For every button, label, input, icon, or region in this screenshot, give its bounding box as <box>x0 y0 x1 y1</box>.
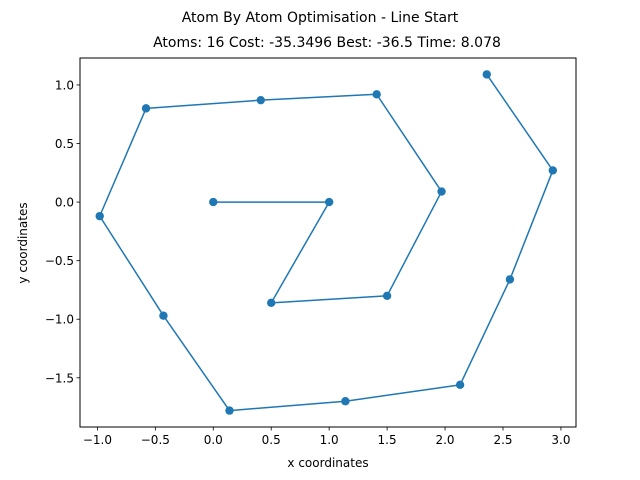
x-tick-label: 1.0 <box>320 433 339 447</box>
x-tick-label: −0.5 <box>141 433 170 447</box>
data-point <box>455 380 465 390</box>
data-point <box>437 187 446 196</box>
x-axis-ticks: −1.0 −0.5 0.0 0.5 1.0 1.5 2.0 2.5 3.0 <box>83 427 570 447</box>
data-point <box>159 311 168 320</box>
x-tick-label: −1.0 <box>83 433 112 447</box>
x-tick-label: 0.5 <box>262 433 281 447</box>
x-tick-label: 1.5 <box>378 433 397 447</box>
y-tick-label: 1.0 <box>55 78 74 92</box>
data-point <box>324 197 334 207</box>
y-tick-label: −1.0 <box>45 313 74 327</box>
data-point <box>225 406 234 415</box>
data-point <box>256 95 265 105</box>
data-point <box>548 166 558 175</box>
x-tick-label: 2.0 <box>435 433 454 447</box>
y-axis-ticks: −1.5 −1.0 −0.5 0.0 0.5 1.0 <box>45 78 80 385</box>
data-point <box>95 211 104 221</box>
y-tick-label: −0.5 <box>45 254 74 268</box>
y-tick-label: 0.5 <box>55 137 74 151</box>
data-point <box>267 298 276 308</box>
data-point <box>372 90 381 99</box>
chart-subtitle: Atoms: 16 Cost: -35.3496 Best: -36.5 Tim… <box>153 35 501 51</box>
axes-frame <box>79 57 577 428</box>
y-axis-label: y coordinates <box>16 202 30 283</box>
chart-title: Atom By Atom Optimisation - Line Start <box>182 10 459 26</box>
y-tick-label: 0.0 <box>55 196 74 210</box>
x-tick-label: 0.0 <box>204 433 223 447</box>
data-point <box>209 197 218 207</box>
x-axis-label: x coordinates <box>287 456 368 470</box>
data-point <box>382 291 392 300</box>
data-point <box>505 275 515 284</box>
plot-area <box>95 70 558 415</box>
y-tick-label: −1.5 <box>45 371 74 385</box>
series-line <box>98 73 554 412</box>
data-point <box>482 70 491 79</box>
data-point <box>341 397 350 406</box>
x-tick-label: 3.0 <box>551 433 570 447</box>
data-point <box>141 104 151 113</box>
x-tick-label: 2.5 <box>493 433 512 447</box>
